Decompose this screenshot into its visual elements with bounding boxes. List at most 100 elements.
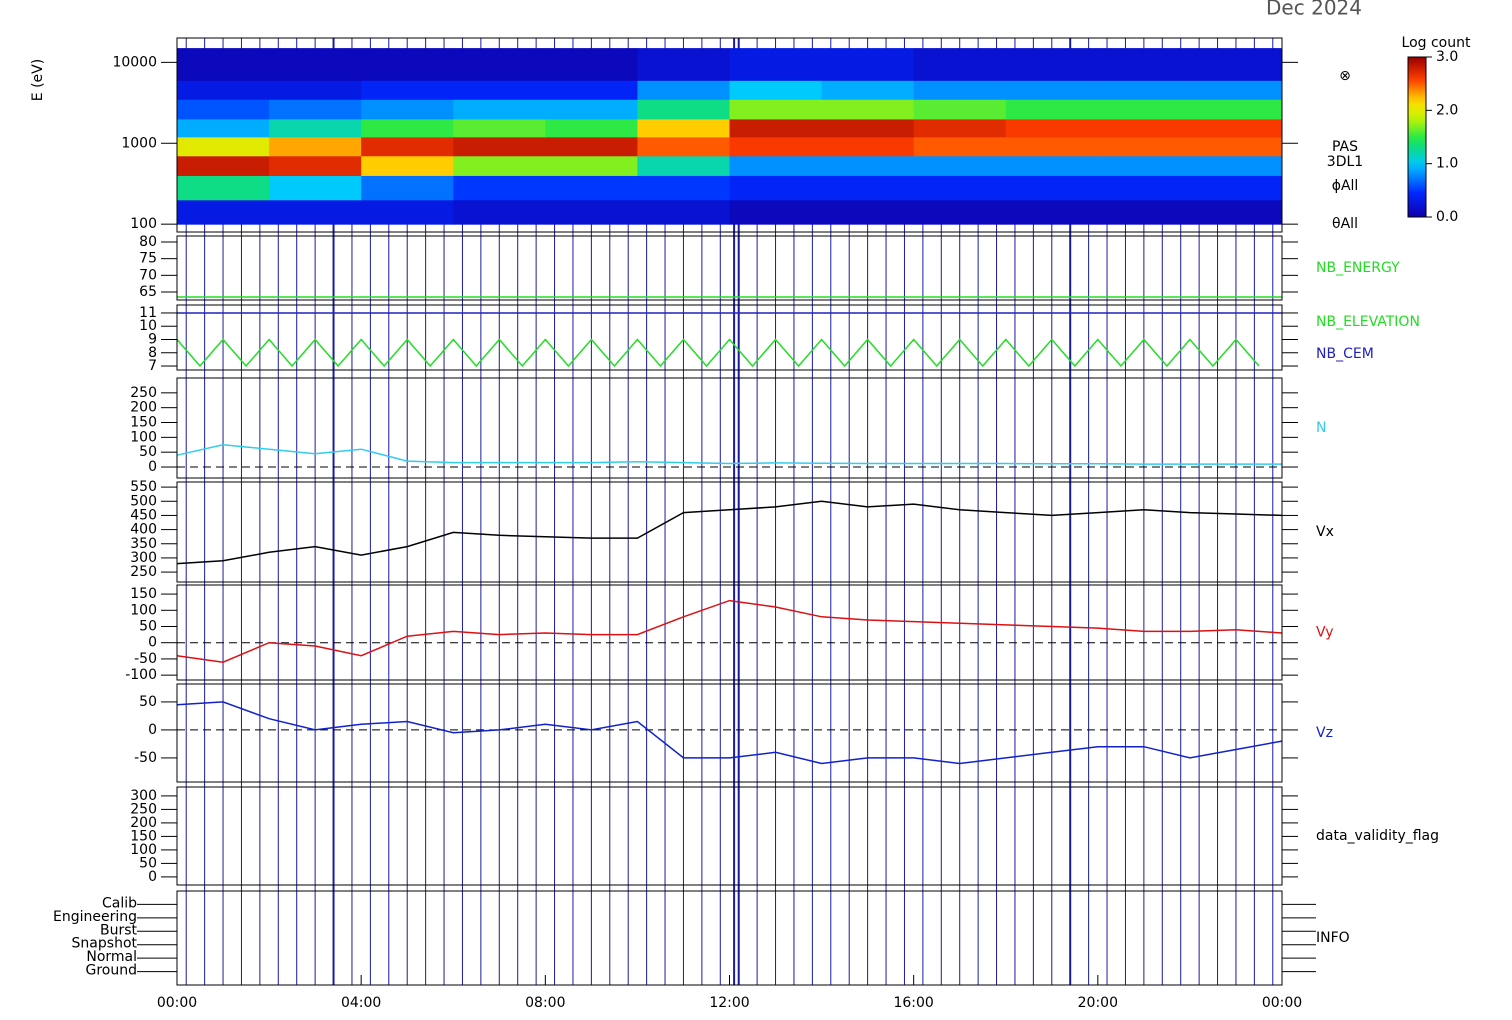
- y-tick-label: 300: [130, 788, 157, 804]
- heat-cell: [637, 48, 730, 81]
- annotation: 3DL1: [1327, 154, 1363, 170]
- heat-cell: [453, 155, 546, 176]
- heat-cell: [1189, 155, 1283, 176]
- panel: [176, 500, 1283, 565]
- heat-cell: [545, 118, 638, 138]
- series-label: NB_ENERGY: [1316, 260, 1400, 276]
- y-tick-label: 10000: [112, 54, 157, 70]
- heat-cell: [821, 80, 915, 100]
- y-tick-label: 50: [139, 444, 157, 460]
- heat-cell: [821, 118, 915, 138]
- heat-cell: [269, 155, 362, 176]
- annotation: ϕAll: [1332, 178, 1359, 194]
- annotation: PAS: [1332, 139, 1358, 155]
- heat-cell: [1097, 80, 1191, 100]
- annotation: θAll: [1332, 216, 1358, 232]
- heat-cell: [729, 80, 823, 100]
- heat-cell: [545, 136, 638, 157]
- y-tick-label: 75: [139, 251, 157, 267]
- heat-cell: [269, 80, 362, 100]
- x-tick-label: 08:00: [525, 995, 565, 1011]
- colorbar-tick-label: 3.0: [1436, 49, 1458, 65]
- heat-cell: [729, 99, 823, 120]
- heat-cell: [361, 136, 454, 157]
- y-tick-label: 50: [139, 855, 157, 871]
- heat-cell: [1189, 118, 1283, 138]
- y-tick-label: 100: [130, 602, 157, 618]
- heat-cell: [1005, 199, 1099, 225]
- heat-cell: [1005, 175, 1099, 201]
- heat-cell: [1005, 136, 1099, 157]
- y-tick-label: 0: [148, 869, 157, 885]
- y-tick-label: 400: [130, 522, 157, 538]
- heat-cell: [1097, 99, 1191, 120]
- y-tick-label: 250: [130, 564, 157, 580]
- heat-cell: [361, 80, 454, 100]
- heat-cell: [913, 175, 1007, 201]
- y-tick-label: 80: [139, 234, 157, 250]
- colorbar: [1407, 56, 1427, 218]
- heat-cell: [729, 136, 823, 157]
- y-tick-label: 100: [130, 842, 157, 858]
- heat-cell: [361, 48, 454, 81]
- y-tick-label: 11: [139, 305, 157, 321]
- heat-cell: [177, 175, 270, 201]
- heat-cell: [1189, 175, 1283, 201]
- heat-cell: [637, 136, 730, 157]
- heat-cell: [453, 80, 546, 100]
- heat-cell: [637, 80, 730, 100]
- heat-cell: [545, 199, 638, 225]
- heat-cell: [821, 99, 915, 120]
- heat-cell: [453, 175, 546, 201]
- colorbar-tick-label: 2.0: [1436, 102, 1458, 118]
- panel: [176, 599, 1283, 663]
- heat-cell: [637, 118, 730, 138]
- y-tick-label: 250: [130, 385, 157, 401]
- heat-cell: [637, 99, 730, 120]
- heat-cell: [1097, 48, 1191, 81]
- heat-cell: [545, 48, 638, 81]
- heat-cell: [913, 80, 1007, 100]
- category-label: Snapshot: [72, 936, 138, 952]
- y-tick-label: 8: [148, 345, 157, 361]
- y-tick-label: 150: [130, 828, 157, 844]
- y-tick-label: 100: [130, 216, 157, 232]
- colorbar-tick-label: 0.0: [1436, 209, 1458, 225]
- series-line: [176, 444, 1282, 465]
- y-axis-label: E (eV): [30, 59, 46, 101]
- heat-cell: [269, 48, 362, 81]
- heat-cell: [821, 155, 915, 176]
- heat-cell: [269, 118, 362, 138]
- y-tick-label: 500: [130, 493, 157, 509]
- series-label: Vx: [1316, 524, 1334, 540]
- panel: [176, 444, 1282, 468]
- y-tick-label: 1000: [121, 135, 157, 151]
- y-tick-label: 7: [148, 358, 157, 374]
- panel-label: INFO: [1316, 930, 1350, 946]
- heat-cell: [545, 80, 638, 100]
- heat-cell: [453, 48, 546, 81]
- heat-cell: [913, 155, 1007, 176]
- heat-cell: [637, 175, 730, 201]
- heat-cell: [1189, 199, 1283, 225]
- heat-cell: [177, 118, 270, 138]
- heat-cell: [1097, 155, 1191, 176]
- heat-cell: [177, 99, 270, 120]
- series-line: [176, 599, 1283, 663]
- panel-frame: [176, 890, 1283, 986]
- panel-frame: [176, 584, 1283, 681]
- series-label: N: [1316, 420, 1326, 436]
- heat-cell: [913, 118, 1007, 138]
- heat-cell: [361, 199, 454, 225]
- heat-cell: [1005, 155, 1099, 176]
- x-tick-label: 20:00: [1078, 995, 1118, 1011]
- panel-label: data_validity_flag: [1316, 828, 1439, 844]
- heat-cell: [177, 136, 270, 157]
- heat-cell: [821, 48, 915, 81]
- series-line: [176, 338, 1260, 368]
- heat-cell: [729, 175, 823, 201]
- heat-cell: [729, 48, 823, 81]
- heat-cell: [1005, 118, 1099, 138]
- series-label: NB_CEM: [1316, 346, 1374, 362]
